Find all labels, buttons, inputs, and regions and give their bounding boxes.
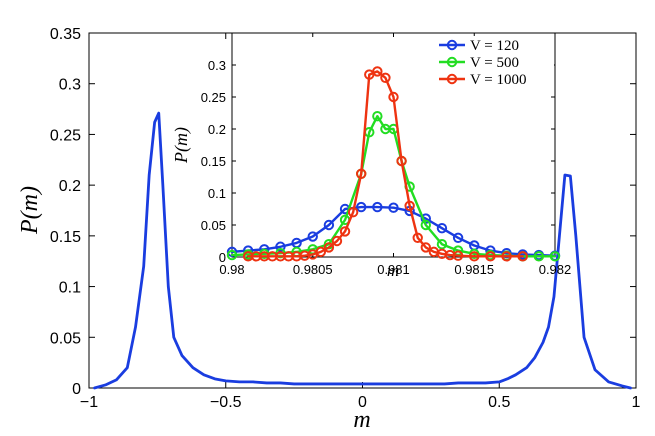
inset-tick-labels: 0.98 0.9805 0.981 0.9815 0.982 0 0.05 0.1 0.15 0.… xyxy=(201,58,572,277)
legend-label-1: V = 500 xyxy=(470,55,519,71)
inset-series-point-2 xyxy=(469,251,480,262)
inset-series-line-0 xyxy=(230,205,557,257)
inset-series-point-2 xyxy=(323,242,335,253)
inset-series-point-0 xyxy=(275,241,286,252)
inset-y-axis-label: P(m) xyxy=(171,127,192,164)
inset-x-tick-label: 0.981 xyxy=(377,262,410,277)
inset-series-point-1 xyxy=(533,251,545,262)
inset-series-point-1 xyxy=(226,249,238,261)
inset-series-point-1 xyxy=(372,111,383,122)
inset-series-point-2 xyxy=(339,226,351,237)
inset-series-point-2 xyxy=(412,232,423,244)
inset-series-point-2 xyxy=(315,246,327,258)
inset-y-tick-label: 0.1 xyxy=(208,186,226,201)
inset-series-point-2 xyxy=(420,242,431,253)
inset-series-point-2 xyxy=(404,200,415,212)
inset-series-point-1 xyxy=(549,251,561,262)
main-y-tick-label: 0.25 xyxy=(50,127,81,144)
main-x-tick-label: −0.5 xyxy=(210,394,242,411)
inset-x-tick-label: 0.982 xyxy=(539,262,572,277)
inset-series-point-0 xyxy=(307,231,318,242)
main-y-axis-label: P(m) xyxy=(17,186,43,235)
inset-series-point-2 xyxy=(452,250,464,261)
inset-series-point-2 xyxy=(396,155,407,167)
inset-series-point-2 xyxy=(388,91,399,103)
inset-series-point-2 xyxy=(356,168,367,180)
inset-y-tick-label: 0.3 xyxy=(208,58,226,73)
inset-y-tick-label: 0.15 xyxy=(201,154,226,169)
legend-label-0: V = 120 xyxy=(470,38,519,54)
main-x-axis-label: m xyxy=(353,407,370,433)
inset-x-tick-label: 0.98 xyxy=(219,262,244,277)
inset-chart: 0.98 0.9805 0.981 0.9815 0.982 0 0.05 0.1 0.15 0.… xyxy=(171,32,572,280)
inset-series-point-0 xyxy=(356,201,367,213)
legend-marker-0 xyxy=(446,39,458,51)
inset-series-point-2 xyxy=(485,251,496,262)
inset-y-tick-label: 0.25 xyxy=(201,90,226,105)
inset-series-point-2 xyxy=(372,66,383,77)
inset-series-point-0 xyxy=(323,219,335,231)
main-y-tick-label: 0.05 xyxy=(50,330,81,347)
inset-series-point-0 xyxy=(436,223,448,234)
inset-x-tick-label: 0.9815 xyxy=(454,262,494,277)
inset-series-point-2 xyxy=(380,72,391,84)
inset-series-line-2 xyxy=(246,70,524,258)
inset-series-point-1 xyxy=(436,239,448,250)
main-y-tick-label: 0.3 xyxy=(59,77,81,94)
inset-x-axis-label: m xyxy=(387,261,399,280)
legend-label-2: V = 1000 xyxy=(470,72,527,88)
main-y-tick-label: 0.2 xyxy=(59,178,81,195)
main-y-tick-label: 0.1 xyxy=(59,280,81,297)
inset-series-point-2 xyxy=(347,207,359,218)
inset-series xyxy=(226,66,561,262)
main-x-tick-label: 1 xyxy=(632,394,641,411)
inset-series-point-2 xyxy=(331,235,343,247)
inset-y-tick-label: 0.2 xyxy=(208,122,226,137)
main-y-tick-label: 0.15 xyxy=(50,229,81,246)
main-tick-labels: −1 −0.5 0 0.5 1 0 0.05 0.1 0.15 0.2 0.25 0.3 0.35 xyxy=(50,26,641,411)
main-x-tick-label: 0 xyxy=(358,394,367,411)
legend-marker-2 xyxy=(446,73,458,85)
inset-series-point-2 xyxy=(517,251,528,262)
main-x-tick-label: −1 xyxy=(80,394,98,411)
inset-y-tick-label: 0.05 xyxy=(201,218,226,233)
main-y-tick-label: 0 xyxy=(72,381,81,398)
main-series xyxy=(93,111,632,390)
main-x-tick-label: 0.5 xyxy=(488,394,510,411)
legend-marker-1 xyxy=(446,56,458,68)
inset-series-point-1 xyxy=(420,219,431,231)
inset-series-point-0 xyxy=(372,201,383,213)
inset-series-point-0 xyxy=(388,202,399,213)
inset-series-point-2 xyxy=(501,251,512,262)
main-y-tick-label: 0.35 xyxy=(50,26,81,43)
inset-series-point-0 xyxy=(452,232,464,244)
main-series-line-0 xyxy=(93,111,632,390)
inset-x-tick-label: 0.9805 xyxy=(293,262,333,277)
inset-y-tick-label: 0 xyxy=(219,250,226,265)
